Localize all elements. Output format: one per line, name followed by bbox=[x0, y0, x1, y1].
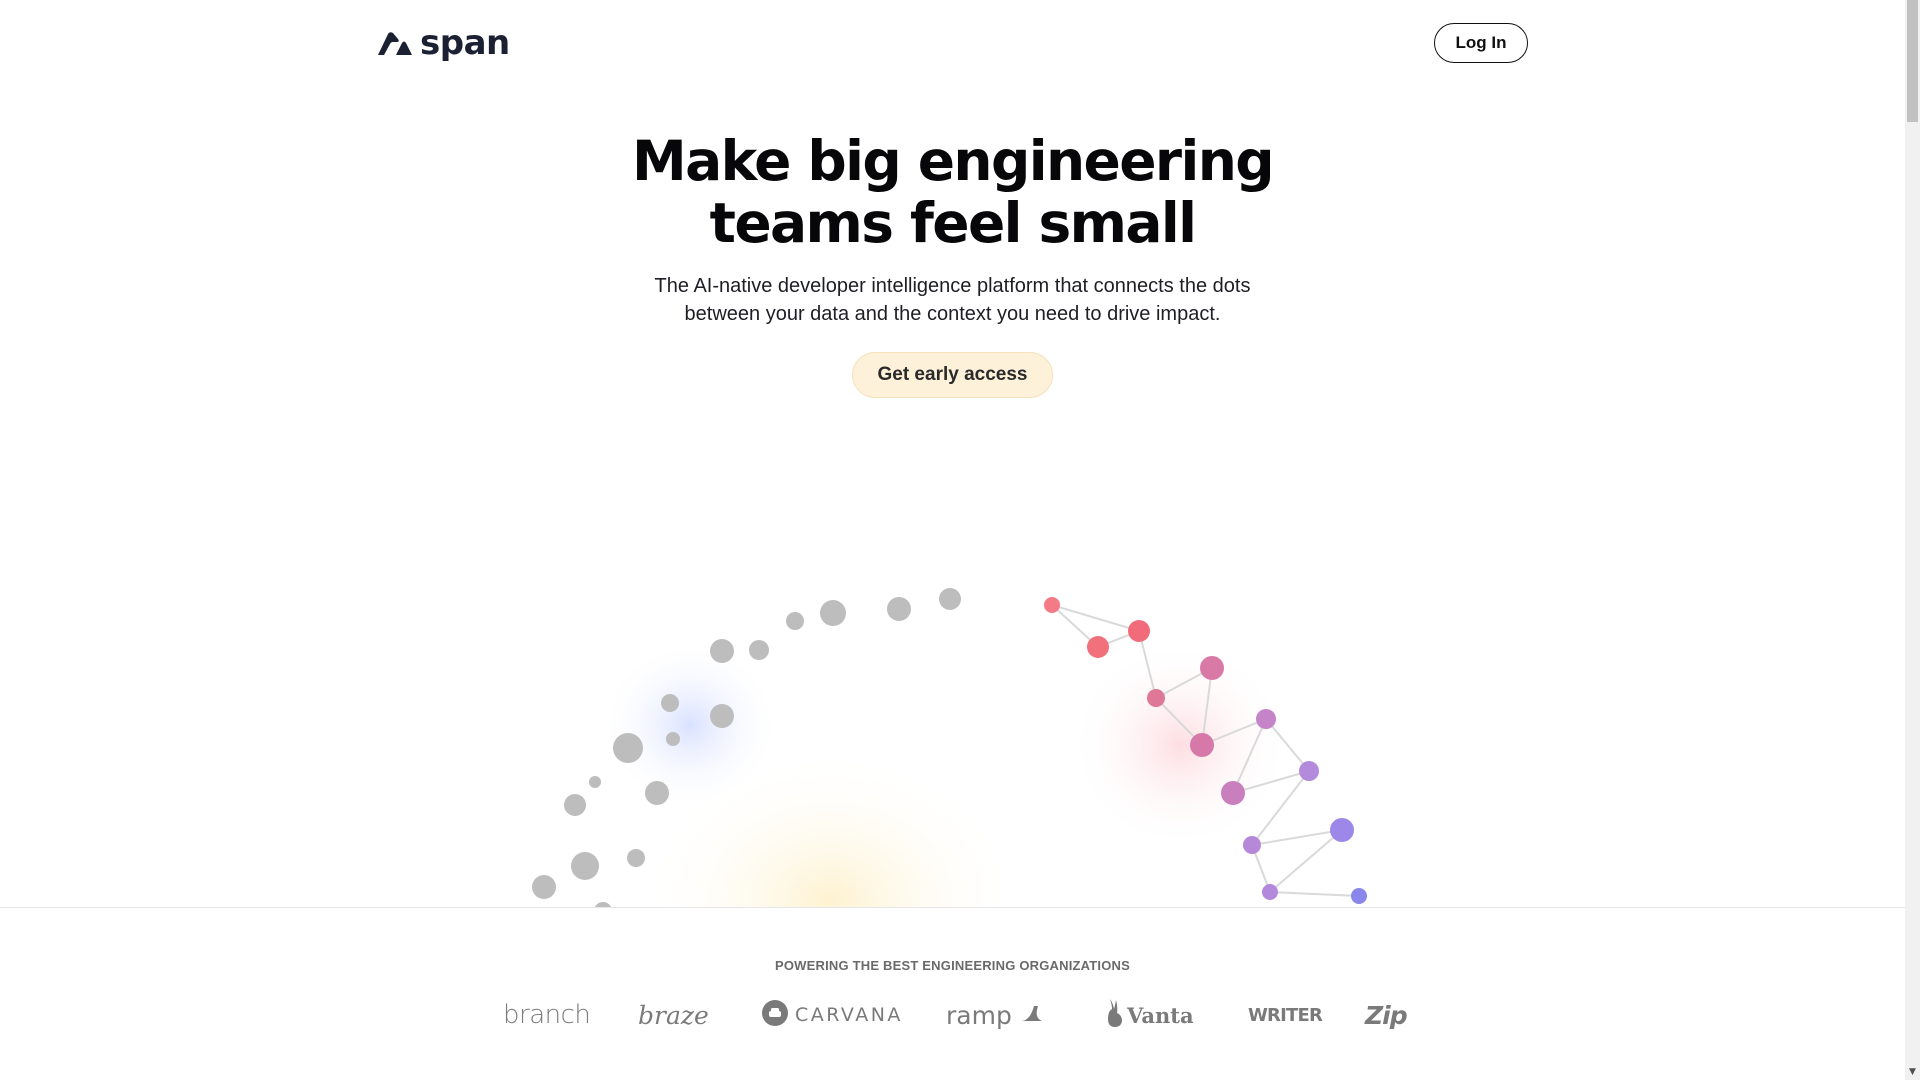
purple-node bbox=[1256, 709, 1276, 729]
grey-node bbox=[710, 704, 734, 728]
writer-logo: WRITER bbox=[1248, 995, 1323, 1035]
customers-heading: POWERING THE BEST ENGINEERING ORGANIZATI… bbox=[774, 958, 1131, 973]
pink-node bbox=[1190, 733, 1214, 757]
yellow-glow bbox=[640, 750, 1020, 908]
purple-node bbox=[1243, 836, 1261, 854]
grey-node-cluster bbox=[532, 588, 961, 908]
grey-node bbox=[661, 694, 679, 712]
span-logo[interactable]: span bbox=[376, 23, 510, 63]
grey-node bbox=[749, 640, 769, 660]
grey-node bbox=[666, 732, 680, 746]
grey-node bbox=[589, 776, 601, 788]
grey-node bbox=[786, 612, 804, 630]
get-early-access-button[interactable]: Get early access bbox=[852, 352, 1053, 398]
section-divider bbox=[0, 907, 1905, 908]
blue-node bbox=[1351, 888, 1367, 904]
hero-subtitle-line-1: The AI-native developer intelligence pla… bbox=[654, 275, 1251, 297]
vanta-logo: Vanta bbox=[1105, 995, 1194, 1035]
span-arch-icon bbox=[376, 31, 414, 57]
branch-logo: branch bbox=[503, 995, 591, 1035]
hero-title: Make big engineering teams feel small bbox=[573, 130, 1333, 254]
login-button[interactable]: Log In bbox=[1434, 23, 1528, 63]
grey-node bbox=[571, 852, 599, 880]
hero-section: Make big engineering teams feel small Th… bbox=[0, 130, 1905, 328]
vanta-rabbit-icon bbox=[1105, 997, 1125, 1034]
vertical-scrollbar[interactable] bbox=[1905, 0, 1920, 1080]
red-node bbox=[1128, 620, 1150, 642]
carvana-logo-text: CARVANA bbox=[795, 1004, 903, 1026]
customer-logos: branch braze CARVANA ramp bbox=[0, 995, 1905, 1035]
blue-glow bbox=[600, 640, 780, 810]
grey-node bbox=[887, 597, 911, 621]
scrollbar-thumb[interactable] bbox=[1907, 0, 1918, 122]
grey-node bbox=[710, 639, 734, 663]
carvana-car-icon bbox=[761, 999, 789, 1032]
purple-node bbox=[1221, 781, 1245, 805]
grey-node bbox=[613, 733, 643, 763]
site-header: span Log In bbox=[0, 0, 1905, 88]
red-node bbox=[1087, 636, 1109, 658]
grey-node bbox=[939, 588, 961, 610]
hero-subtitle-line-2: between your data and the context you ne… bbox=[684, 303, 1221, 325]
ramp-logo-text: ramp bbox=[946, 1000, 1012, 1030]
zip-logo-text: Zip bbox=[1365, 1000, 1408, 1030]
pink-node bbox=[1200, 656, 1224, 680]
logo-text: span bbox=[420, 23, 510, 63]
grey-node bbox=[820, 600, 846, 626]
branch-logo-text: branch bbox=[503, 1000, 591, 1030]
grey-node bbox=[594, 902, 612, 908]
purple-node bbox=[1299, 761, 1319, 781]
zip-logo: Zip bbox=[1365, 995, 1408, 1035]
grey-node bbox=[564, 794, 586, 816]
hero-title-line-1: Make big engineering bbox=[631, 129, 1275, 193]
scroll-down-arrow-icon[interactable]: ▼ bbox=[1909, 1067, 1916, 1077]
network-illustration bbox=[0, 560, 1905, 908]
hero-title-line-2: teams feel small bbox=[709, 191, 1197, 255]
grey-node bbox=[532, 875, 556, 899]
hero-subtitle: The AI-native developer intelligence pla… bbox=[633, 272, 1273, 328]
grey-node bbox=[627, 849, 645, 867]
pink-glow bbox=[1070, 640, 1290, 850]
pink-node bbox=[1147, 689, 1165, 707]
ramp-swoosh-icon bbox=[1018, 1001, 1044, 1030]
blue-node bbox=[1330, 818, 1354, 842]
purple-node bbox=[1262, 884, 1278, 900]
grey-node bbox=[645, 781, 669, 805]
red-node bbox=[1044, 597, 1060, 613]
writer-logo-text: WRITER bbox=[1248, 1004, 1323, 1026]
carvana-logo: CARVANA bbox=[761, 995, 903, 1035]
braze-logo-text: braze bbox=[638, 1000, 709, 1030]
vanta-logo-text: Vanta bbox=[1127, 1002, 1194, 1028]
braze-logo: braze bbox=[638, 995, 709, 1035]
network-graph bbox=[532, 588, 1367, 908]
ramp-logo: ramp bbox=[946, 995, 1044, 1035]
